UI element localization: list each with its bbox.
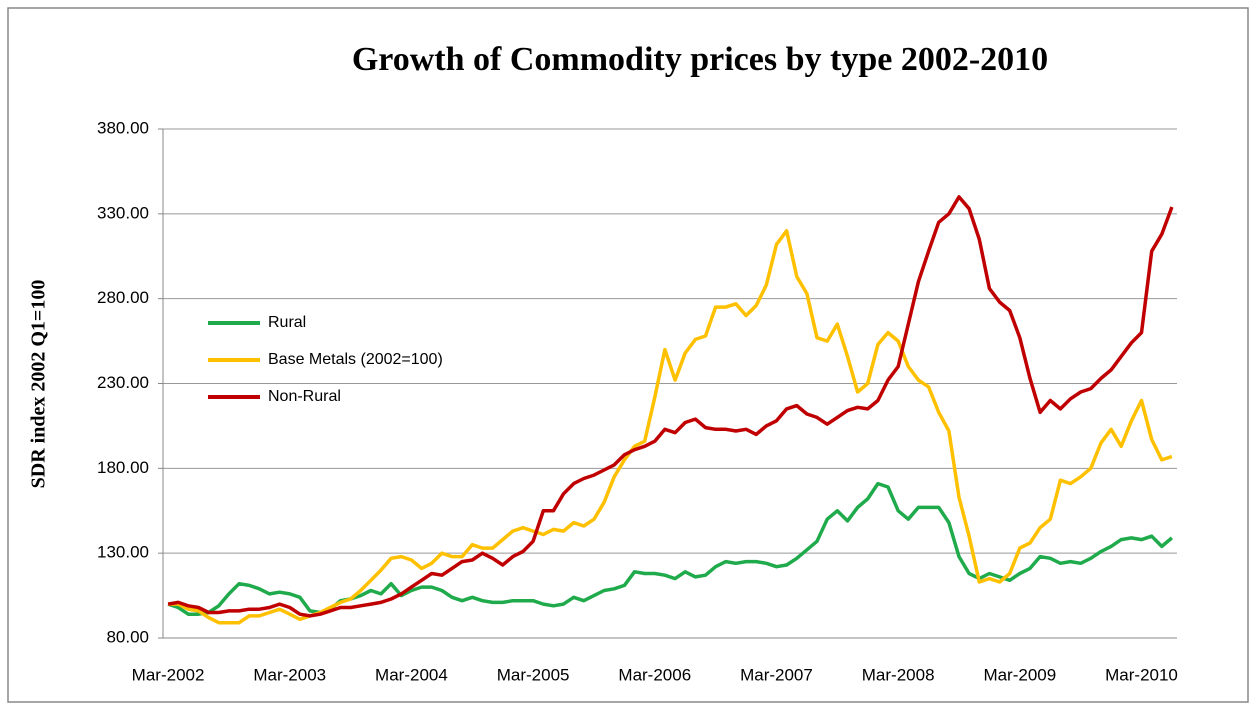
series-line: [168, 229, 1173, 625]
y-axis-label: SDR index 2002 Q1=100: [28, 280, 50, 489]
y-tick-label: 80.00: [106, 627, 149, 646]
x-tick-label: Mar-2005: [497, 665, 570, 684]
series-line: [167, 195, 1174, 618]
x-tick-label: Mar-2009: [983, 665, 1056, 684]
x-tick-label: Mar-2004: [375, 665, 448, 684]
y-tick-label: 330.00: [97, 203, 149, 222]
legend-label: Base Metals (2002=100): [268, 351, 443, 368]
y-tick-label: 380.00: [97, 118, 149, 137]
chart-frame: [7, 7, 1249, 703]
y-tick-label: 180.00: [97, 458, 149, 477]
y-tick-label: 280.00: [97, 288, 149, 307]
y-tick-label: 130.00: [97, 543, 149, 562]
legend-label: Non-Rural: [268, 388, 341, 405]
x-tick-label: Mar-2002: [132, 665, 205, 684]
x-tick-label: Mar-2010: [1105, 665, 1178, 684]
x-tick-label: Mar-2008: [862, 665, 935, 684]
x-tick-label: Mar-2006: [618, 665, 691, 684]
y-tick-label: 230.00: [97, 373, 149, 392]
legend-label: Rural: [268, 314, 306, 331]
x-tick-label: Mar-2007: [740, 665, 813, 684]
x-tick-label: Mar-2003: [253, 665, 326, 684]
chart-title: Growth of Commodity prices by type 2002-…: [352, 41, 1048, 78]
